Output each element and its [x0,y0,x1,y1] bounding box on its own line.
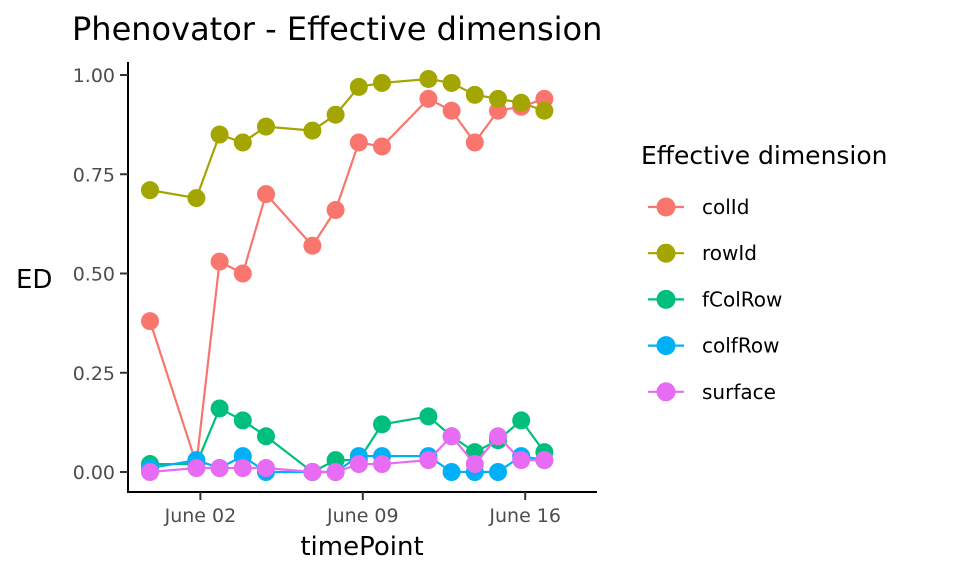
legend-label: rowId [702,241,757,265]
y-tick-label: 0.75 [73,164,115,186]
data-point [512,411,531,430]
data-point [233,133,252,152]
data-point [419,69,438,88]
legend-key-point [656,243,676,263]
data-point [187,189,206,208]
data-point [257,459,275,478]
plot-area [141,69,554,481]
data-point [210,459,229,478]
data-point [210,125,229,144]
chart-title: Phenovator - Effective dimension [72,10,602,48]
data-point [419,89,438,108]
data-point [233,459,252,478]
data-point [465,133,484,152]
data-point [373,455,391,474]
series-line [149,434,545,474]
legend-item-colId: colId [648,195,749,219]
data-point [233,264,252,283]
data-point [489,427,507,446]
data-point [257,427,275,446]
series-line [150,406,546,474]
legend-label: colId [702,195,749,219]
data-point [489,463,507,481]
x-tick-label: June 09 [326,505,399,527]
x-axis-ticks: June 02 June 09 June 16 [164,492,561,527]
legend-item-fColRow: fColRow [648,287,782,311]
legend-key-point [656,382,676,402]
data-point [141,181,159,200]
x-axis-title: timePoint [300,532,423,562]
legend: Effective dimension colId rowId fColRow col… [641,141,888,404]
series-rowId [141,69,554,208]
data-point [442,427,461,446]
data-point [349,77,368,96]
data-point [349,133,368,152]
data-point [210,399,229,418]
y-tick-label: 0.00 [73,462,115,484]
data-point [303,236,322,255]
series-line [149,454,545,474]
data-point [210,252,229,271]
legend-item-colfRow: colfRow [648,334,779,358]
data-point [141,463,159,481]
data-point [233,411,252,430]
series-line [149,77,545,200]
legend-key-point [656,289,676,309]
y-tick-label: 1.00 [73,65,115,87]
data-point [257,185,275,204]
data-point [373,137,391,156]
data-point [326,463,345,481]
data-point [419,451,438,470]
series-colId [141,89,554,474]
data-point [512,451,531,470]
legend-key-point [656,197,676,217]
data-point [326,105,345,124]
y-axis-ticks: 0.00 0.25 0.50 0.75 1.00 [73,65,128,484]
series-line [148,97,545,465]
data-point [442,73,461,92]
x-tick-label: June 02 [164,505,237,527]
legend-label: colfRow [702,334,779,358]
y-axis-title: ED [16,265,52,295]
data-point [187,459,206,478]
data-point [141,312,159,331]
data-point [257,117,275,136]
legend-label: fColRow [702,287,782,311]
series-surface [141,427,554,481]
data-point [465,85,484,104]
data-point [349,455,368,474]
x-tick-label: June 16 [488,505,561,527]
data-point [512,93,531,112]
data-point [442,101,461,120]
legend-title: Effective dimension [641,141,888,170]
data-point [326,200,345,219]
data-point [535,101,554,120]
legend-item-surface: surface [648,380,776,404]
data-point [442,463,461,481]
legend-item-rowId: rowId [648,241,757,265]
data-point [489,89,507,108]
y-tick-label: 0.25 [73,363,115,385]
data-point [535,451,554,470]
data-point [465,455,484,474]
data-point [373,415,391,434]
data-point [303,463,322,481]
data-point [419,407,438,426]
data-point [373,73,391,92]
legend-label: surface [702,380,776,404]
data-point [303,121,322,140]
legend-key-point [656,336,676,356]
y-tick-label: 0.50 [73,264,115,286]
